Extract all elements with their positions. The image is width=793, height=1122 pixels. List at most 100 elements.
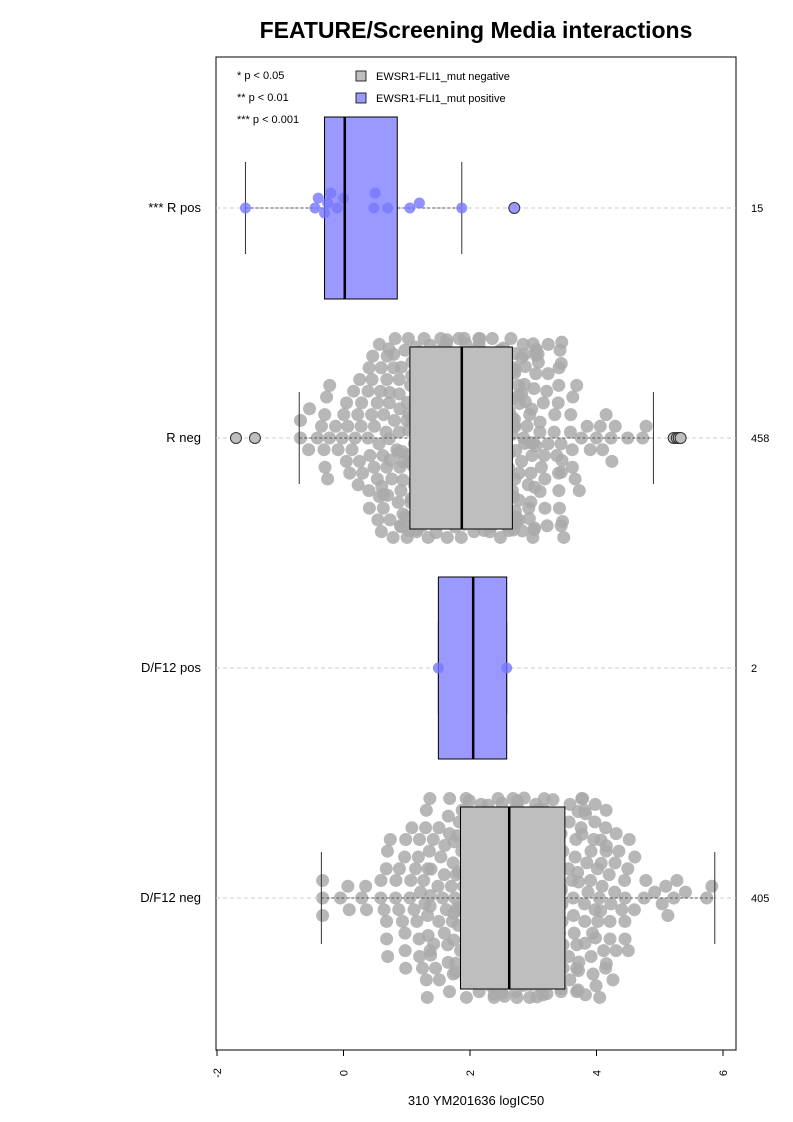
data-point [584, 873, 598, 887]
data-point [372, 437, 386, 451]
data-point [398, 343, 412, 357]
data-point [392, 903, 406, 917]
data-point [578, 988, 592, 1002]
data-point [557, 530, 571, 544]
data-point [541, 367, 555, 381]
data-point [322, 197, 334, 209]
data-point [517, 791, 531, 805]
data-point [440, 530, 454, 544]
data-point [437, 868, 451, 882]
data-point [597, 944, 611, 958]
x-tick-label: 2 [465, 1070, 477, 1076]
data-point [345, 443, 359, 457]
data-point [568, 472, 582, 486]
data-point [678, 885, 692, 899]
x-axis: -2 0 2 4 6 [212, 1049, 730, 1078]
legend-swatch-negative [355, 70, 367, 82]
data-point [354, 419, 368, 433]
data-point [321, 472, 335, 486]
data-point [403, 891, 417, 905]
data-point [399, 833, 413, 846]
outlier-point [674, 432, 687, 444]
data-point [411, 850, 425, 864]
data-point [639, 873, 653, 887]
data-point [571, 865, 585, 879]
data-point [309, 202, 321, 214]
data-point [394, 484, 408, 498]
data-point [409, 862, 423, 876]
data-point [588, 815, 602, 829]
data-point [661, 909, 675, 923]
data-point [341, 419, 355, 433]
data-point [555, 335, 569, 349]
data-point [618, 873, 632, 887]
data-point [609, 827, 623, 841]
data-point [399, 510, 413, 524]
data-point [568, 850, 582, 864]
data-point [423, 792, 437, 806]
data-point [538, 472, 552, 486]
data-point [383, 453, 397, 467]
data-point [362, 361, 376, 375]
data-point [575, 827, 589, 841]
data-point [437, 926, 451, 940]
data-point [534, 460, 548, 474]
x-tick-label: 0 [339, 1070, 351, 1076]
data-point [554, 356, 568, 370]
data-point [414, 885, 428, 899]
data-point [529, 439, 543, 453]
data-point [540, 519, 554, 533]
data-point [606, 973, 620, 987]
data-point [705, 879, 719, 893]
data-point [383, 833, 397, 846]
data-point [432, 662, 444, 674]
data-point [419, 973, 433, 987]
legend-label-negative: EWSR1-FLI1_mut negative [376, 71, 510, 83]
x-tick-label: 6 [718, 1070, 730, 1076]
data-point [552, 378, 566, 392]
x-axis-label: 310 YM201636 logIC50 [408, 1093, 544, 1108]
data-point [516, 337, 530, 351]
data-point [608, 885, 622, 899]
data-point [404, 202, 416, 214]
data-point [572, 955, 586, 969]
data-point [563, 425, 577, 439]
data-point [359, 879, 373, 893]
data-point [540, 384, 554, 398]
data-point [341, 879, 355, 893]
data-point [515, 524, 529, 538]
data-point [361, 431, 375, 445]
data-point [608, 856, 622, 870]
data-point [612, 844, 626, 858]
data-point [618, 914, 632, 928]
data-point [429, 961, 443, 975]
data-point [462, 794, 476, 808]
data-point [398, 944, 412, 958]
data-point [565, 460, 579, 474]
data-point [367, 419, 381, 433]
group-label: R neg [166, 430, 201, 445]
data-point [536, 396, 550, 410]
data-point [591, 914, 605, 928]
data-point [564, 408, 578, 422]
data-point [366, 349, 380, 363]
data-point [380, 844, 394, 858]
data-point [593, 419, 607, 433]
data-point [628, 850, 642, 864]
data-point [572, 875, 586, 889]
legend-swatch-positive [355, 92, 367, 104]
data-point [520, 419, 534, 433]
data-point [337, 408, 351, 422]
data-point [353, 373, 367, 386]
data-point [552, 501, 566, 515]
data-point [343, 466, 357, 480]
data-point [580, 856, 594, 870]
data-point [589, 979, 603, 993]
data-point [394, 360, 408, 374]
group-labels: *** R pos 15 R neg 458 D/F12 pos 2 D/F12 neg 40… [140, 200, 769, 905]
data-point [583, 443, 597, 457]
data-point [548, 408, 562, 422]
data-point [380, 932, 394, 946]
data-point [540, 987, 554, 1001]
data-point [361, 384, 375, 398]
